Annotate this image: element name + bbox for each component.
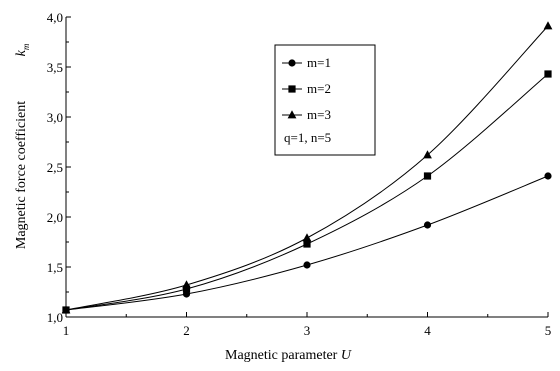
legend-items: m=1 m=2 m=3 <box>282 55 331 122</box>
y-axis-title: Magnetic force coefficient <box>14 101 29 249</box>
y-tick-label: 3,5 <box>47 60 63 75</box>
y-tick-label: 2,0 <box>47 210 63 225</box>
legend-marker <box>288 85 296 93</box>
x-tick-label: 1 <box>63 323 70 338</box>
y-tick-label: 1,5 <box>47 260 63 275</box>
legend: m=1 m=2 m=3 q=1, n=5 <box>274 44 376 156</box>
y-tick-label: 3,0 <box>47 110 63 125</box>
data-point <box>302 233 312 242</box>
series-layer <box>61 21 553 314</box>
data-point <box>303 240 311 248</box>
legend-label: m=1 <box>307 55 331 70</box>
y-tick-label: 4,0 <box>47 10 63 25</box>
data-point <box>303 261 311 269</box>
legend-item: m=2 <box>282 81 331 96</box>
y-tick-label: 2,5 <box>47 160 63 175</box>
legend-item: m=1 <box>282 55 331 70</box>
series-m=3 <box>61 21 553 314</box>
data-point <box>544 70 552 78</box>
svg-text:km: km <box>14 43 31 56</box>
x-tick-label: 2 <box>183 323 190 338</box>
legend-label: m=2 <box>307 81 331 96</box>
data-point <box>423 221 432 229</box>
data-point <box>182 280 191 289</box>
x-tick-label: 4 <box>424 323 431 338</box>
legend-label: m=3 <box>307 107 331 122</box>
svg-text:Magnetic force coefficient: Magnetic force coefficient <box>14 101 29 249</box>
x-tick-label: 5 <box>545 323 552 338</box>
legend-note: q=1, n=5 <box>284 130 331 145</box>
x-axis-title: Magnetic parameter U <box>225 348 352 363</box>
y-axis-symbol: km <box>14 43 31 56</box>
legend-marker <box>287 110 297 119</box>
data-point <box>423 150 432 159</box>
data-point <box>182 285 191 293</box>
legend-marker <box>288 59 296 67</box>
ticks: 1 2 3 4 5 1,0 1,5 2,0 2,5 3,0 3,5 4,0 <box>47 10 552 338</box>
legend-item: m=3 <box>282 107 331 122</box>
series-line <box>65 25 549 311</box>
x-tick-label: 3 <box>304 323 311 338</box>
y-tick-label: 1,0 <box>47 310 63 325</box>
data-point <box>544 172 552 180</box>
data-point <box>61 305 71 314</box>
data-point <box>423 172 432 180</box>
data-point <box>543 21 553 30</box>
